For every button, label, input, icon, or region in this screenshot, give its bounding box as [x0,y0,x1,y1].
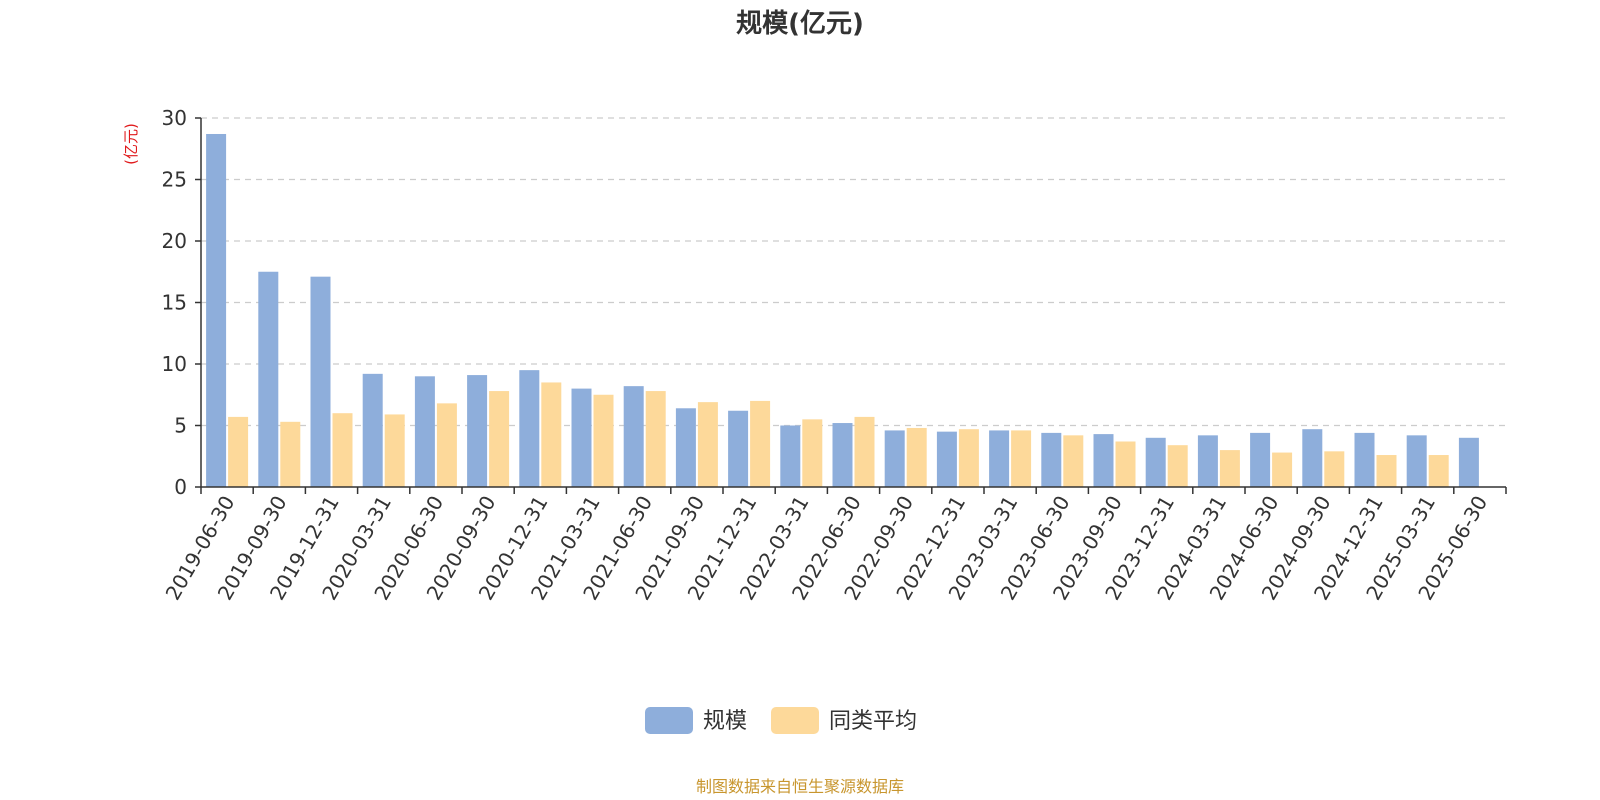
chart-title: 规模(亿元) [736,9,864,39]
grid-lines [201,117,1506,427]
bar-peer-average [1219,450,1240,487]
bar-scale [1302,429,1323,487]
legend-swatch [771,707,819,734]
y-tick-label: 30 [162,106,187,130]
bar-peer-average [906,427,927,487]
bar-scale [780,425,801,487]
bar-peer-average [1272,452,1293,487]
bar-scale [467,375,488,487]
bar-peer-average [1376,455,1397,487]
y-tick-label: 20 [162,229,187,253]
y-axis-label: (亿元) [122,123,140,165]
bar-scale [1250,432,1271,487]
legend-label: 同类平均 [829,709,917,734]
y-tick-label: 25 [162,168,187,192]
bar-scale [728,410,749,487]
bar-scale [989,430,1010,487]
bar-peer-average [1011,430,1032,487]
bar-peer-average [1428,455,1449,487]
y-tick-label: 15 [162,291,187,315]
bar-peer-average [280,421,301,487]
bar-scale [1041,432,1062,487]
bar-peer-average [541,382,562,487]
bar-scale [1145,437,1166,487]
bar-scale [414,376,435,487]
bar-scale [206,133,227,488]
bar-scale [519,370,540,487]
y-tick-label: 5 [174,414,187,438]
bar-scale [1093,434,1114,487]
legend-label: 规模 [703,709,747,734]
bar-scale [1406,435,1427,487]
bar-peer-average [854,416,875,487]
bar-peer-average [645,391,666,487]
bar-scale [258,271,279,487]
axes: 0510152025302019-06-302019-09-302019-12-… [161,106,1507,604]
bar-scale [362,373,383,487]
bar-peer-average [436,403,457,487]
bar-peer-average [593,394,614,487]
bar-scale [936,431,957,487]
bar-peer-average [228,416,249,487]
bar-scale [675,408,696,487]
bar-scale [1354,432,1375,487]
bar-peer-average [802,419,823,487]
bar-peer-average [332,413,353,487]
bar-scale [1458,437,1479,487]
bar-peer-average [489,391,510,487]
bar-scale [884,430,905,487]
bar-peer-average [697,402,718,487]
bar-scale [1197,435,1218,487]
bar-scale [832,423,853,487]
bar-scale [623,386,644,487]
bars [206,133,1479,488]
legend: 规模 同类平均 [645,707,917,734]
bar-peer-average [750,400,771,487]
y-tick-label: 10 [162,352,187,376]
legend-swatch [645,707,693,734]
source-note: 制图数据来自恒生聚源数据库 [696,777,904,796]
bar-peer-average [1115,441,1136,487]
y-tick-label: 0 [174,475,187,499]
bar-peer-average [384,414,405,487]
bar-scale [310,276,331,487]
bar-peer-average [1324,451,1345,487]
bar-peer-average [1167,445,1188,487]
bar-peer-average [1063,435,1084,487]
bar-scale [571,388,592,487]
bar-peer-average [958,429,979,487]
